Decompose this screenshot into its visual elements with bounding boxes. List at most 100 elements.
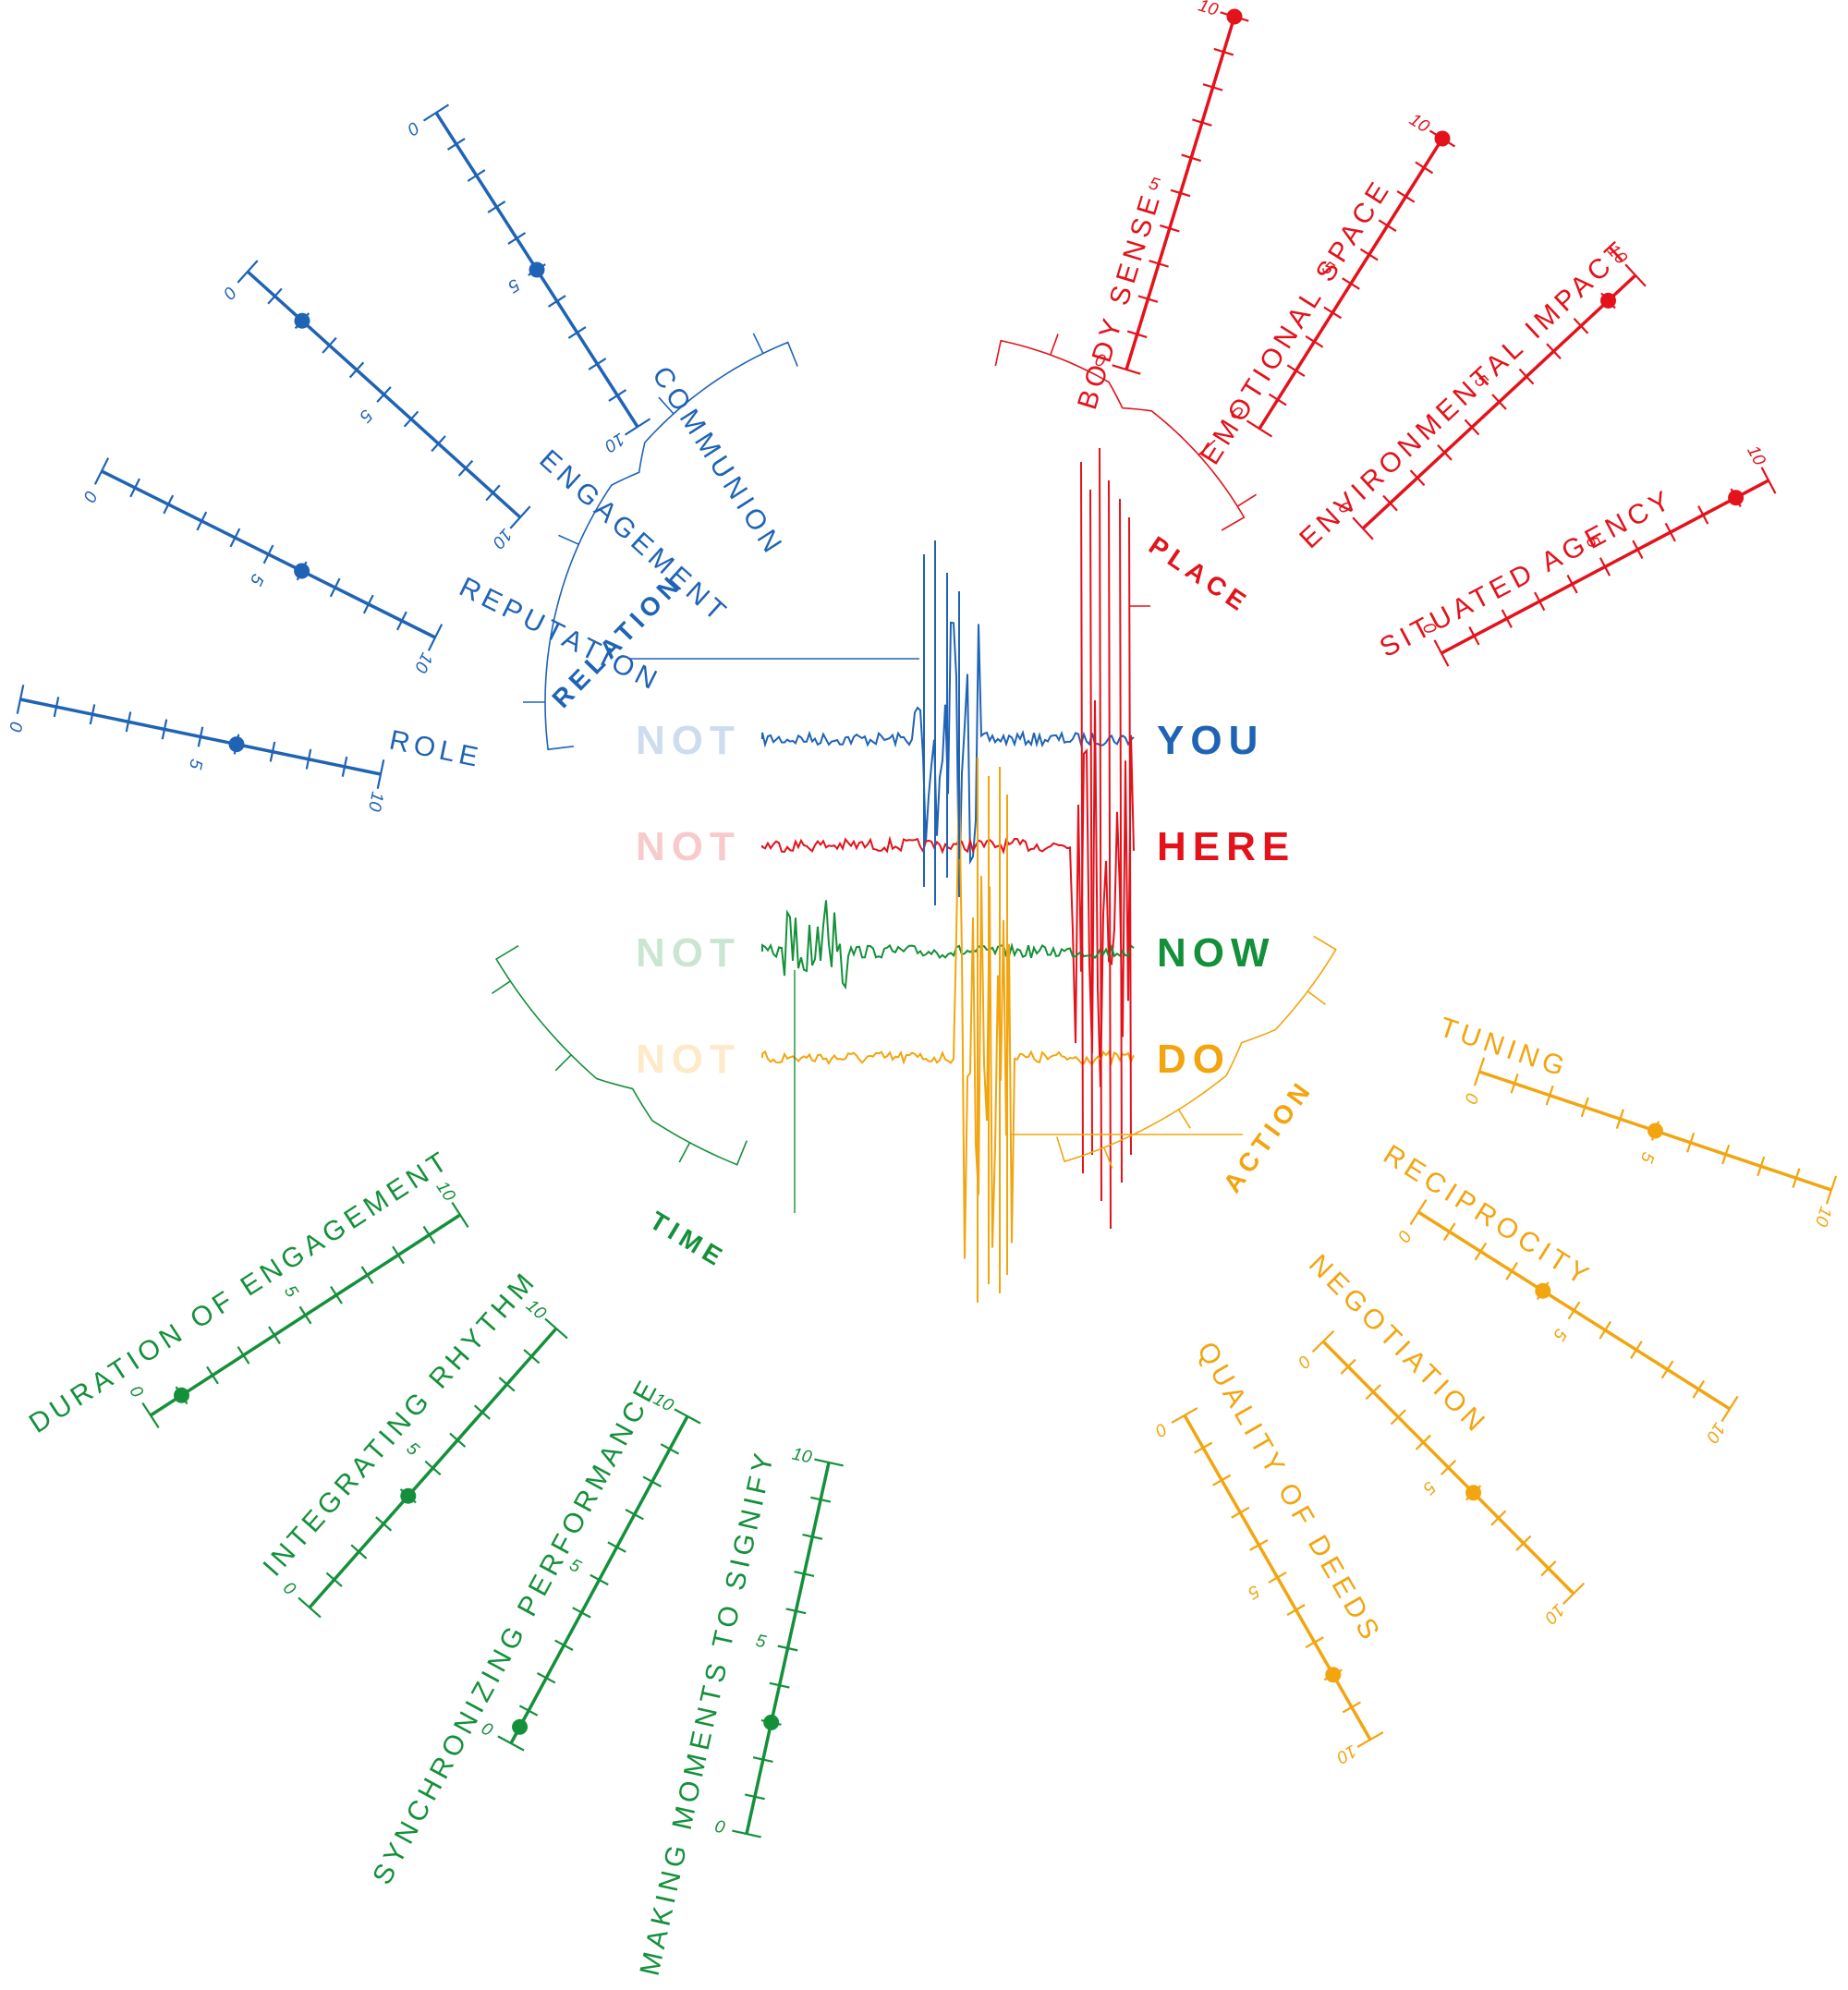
scale-tick-label: 10 [1196,0,1221,20]
scale-tick [1181,153,1202,163]
bracket-arc [994,339,1246,531]
scale-tick [1249,1538,1269,1551]
center-words: NOT YOU NOT HERE NOT NOW NOT DO [636,718,1295,1082]
scale-tick [1721,1144,1731,1165]
bracket-tick [1103,1147,1113,1169]
scale-tick [1624,263,1647,287]
scale-tick [1415,161,1434,175]
scale-label: EMOTIONAL SPACE [1195,174,1397,470]
scale-tick [1171,1407,1198,1424]
scale-tick [572,1607,591,1619]
scale-tick [1390,1409,1406,1426]
scale-tick [1664,522,1676,542]
scale-tick [1212,1474,1232,1486]
scale-time-4: 0 5 10 MAKING MOMENTS TO SIGNIFY [635,1445,844,1979]
scale-tick [451,1201,469,1229]
scale-tick [814,1458,844,1467]
scale-tick-label: 5 [1245,1581,1263,1603]
scale-tick [1352,516,1374,540]
waveform-action-spikes [977,758,1008,1303]
scale-tick [1202,83,1223,91]
scale-tick [1126,330,1148,339]
scale-tick [497,1735,525,1752]
scale-tick [752,1756,773,1764]
scale-tick [268,1326,281,1345]
scale-tick-label: 10 [1810,1204,1835,1229]
scale-tick [1170,188,1191,198]
scale-tick [1615,1109,1624,1129]
scale-tick-label: 5 [355,406,376,426]
scale-tick [129,478,140,498]
scale-tick [1505,1262,1518,1280]
scale-tick [1396,190,1416,203]
word-row-action: NOT DO [636,1037,1224,1082]
scale-tick [375,1516,393,1532]
scale-tick [53,697,60,718]
scale-tick-label: 5 [246,571,268,589]
bracket-time: TIME [491,945,796,1274]
scale-tick [93,457,110,485]
scale-tick [1697,505,1709,525]
scale-tick-label: 10 [1405,110,1432,137]
scale-tick-label: 0 [279,1578,299,1599]
scale-tick [1599,1320,1612,1340]
scale-tick [1382,494,1398,512]
scale-tick [431,435,446,453]
scale-tick-label: 10 [364,790,387,813]
scale-tick [330,1285,343,1304]
scale-tick [1573,317,1589,334]
scale-tick [457,459,474,477]
bracket-tick [558,534,579,545]
scale-tick [403,410,419,428]
scale-tick [1442,1222,1456,1242]
scale-action-4: 0 5 10 QUALITY OF DEEDS [1151,1337,1387,1767]
scale-label: ENVIRONMENTAL IMPACT [1294,234,1635,554]
scale-tick [467,169,486,182]
scale-tick-label: 5 [280,1282,302,1302]
bracket-tick [1198,439,1216,455]
scale-tick [392,1245,405,1265]
scale-tick [1213,47,1234,56]
word-place: HERE [1157,824,1295,869]
waveform-place-spikes [1080,447,1132,1230]
scale-tick-label: 10 [601,429,627,455]
scale-tick [507,232,527,245]
bracket-relation: RELATION [523,333,919,751]
waveform-line [761,900,1135,990]
waveform-spike [1099,447,1102,1202]
scale-label: QUALITY OF DEEDS [1191,1337,1387,1648]
scale-tick [427,624,444,651]
scale-tick-label: 0 [79,488,101,505]
scale-tick-label: 10 [488,525,516,552]
scale-tick [1491,394,1507,410]
scale-label: SITUATED AGENCY [1375,483,1679,663]
scale-tick [1692,1379,1706,1399]
scale-value-marker [512,1718,529,1735]
word-not: NOT [636,930,741,976]
scale-action-1: 0 5 10 TUNING [1436,1012,1838,1229]
scale-tick [1792,1168,1801,1188]
scale-value-marker [400,1487,417,1504]
scale-value-marker [174,1387,189,1403]
scale-tick [348,361,365,379]
scale-tick-label: 5 [1549,1325,1571,1344]
scale-tick [1433,639,1450,667]
scale-value-marker [1226,8,1243,25]
scale-tick [1580,1097,1589,1118]
scale-tick [1599,557,1611,576]
waveform-line [761,777,1135,1259]
scale-tick [449,1432,467,1448]
scale-tick [485,484,501,502]
scale-tick [322,336,337,354]
group-label: TIME [645,1206,732,1273]
scale-tick [547,295,566,308]
scale-tick [329,577,341,598]
waveform-spike [1089,489,1093,1156]
scale-tick [350,1544,368,1559]
scale-tick-label: 0 [1294,1351,1315,1372]
scale-tick [642,1475,663,1487]
waveform-spike [1108,479,1112,1230]
scale-tick [1340,1358,1356,1375]
